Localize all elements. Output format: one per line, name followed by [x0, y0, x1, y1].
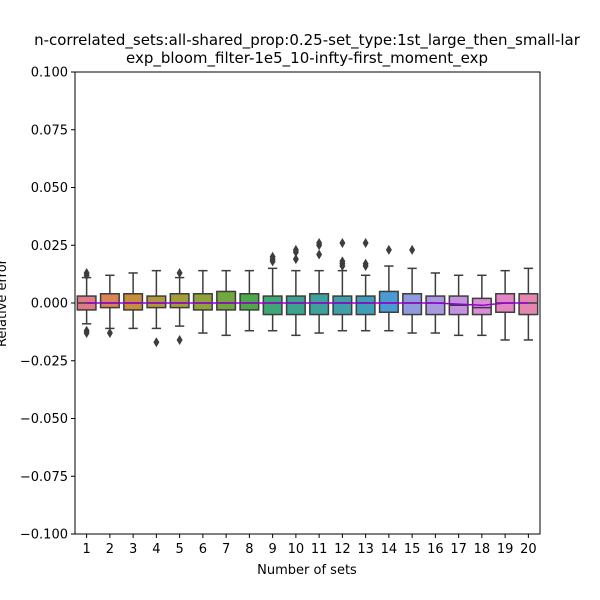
- box-group-14: [378, 244, 399, 332]
- box-iqr: [518, 293, 539, 316]
- box-iqr: [332, 295, 353, 316]
- x-tick-label: 5: [175, 542, 183, 557]
- box-iqr: [169, 293, 190, 309]
- y-tick-label: 0.100: [31, 66, 68, 81]
- box-group-9: [262, 251, 283, 332]
- outlier-point: [106, 328, 113, 339]
- y-tick-label: −0.100: [20, 528, 68, 543]
- y-tick-label: 0.075: [31, 123, 68, 138]
- plot-area: [76, 237, 539, 348]
- y-axis-label: Relative error: [0, 258, 10, 347]
- box-iqr: [425, 295, 446, 316]
- y-tick-label: −0.075: [20, 470, 68, 485]
- outlier-point: [362, 261, 369, 272]
- outlier-point: [292, 254, 299, 265]
- y-tick-label: 0.050: [31, 181, 68, 196]
- x-tick-label: 20: [520, 542, 537, 557]
- outlier-point: [176, 334, 183, 345]
- box-group-20: [518, 267, 539, 341]
- outlier-point: [153, 337, 160, 348]
- outlier-point: [362, 237, 369, 248]
- y-tick-label: −0.025: [20, 354, 68, 369]
- box-iqr: [99, 293, 120, 309]
- box-iqr: [285, 295, 306, 316]
- x-tick-label: 15: [404, 542, 421, 557]
- box-iqr: [378, 290, 399, 313]
- outlier-point: [176, 267, 183, 278]
- box-group-12: [332, 237, 353, 332]
- x-tick-label: 7: [222, 542, 230, 557]
- outlier-point: [316, 249, 323, 260]
- x-tick-label: 18: [474, 542, 491, 557]
- box-iqr: [355, 295, 376, 316]
- box-group-10: [285, 244, 306, 337]
- x-tick-label: 8: [245, 542, 253, 557]
- chart-title-line-1: n-correlated_sets:all-shared_prop:0.25-s…: [34, 31, 581, 50]
- y-tick-label: 0.025: [31, 239, 68, 254]
- box-group-1: [76, 267, 97, 339]
- outlier-point: [292, 247, 299, 258]
- outlier-point: [339, 237, 346, 248]
- box-iqr: [123, 293, 144, 311]
- x-tick-label: 11: [311, 542, 328, 557]
- box-iqr: [239, 293, 260, 311]
- x-tick-label: 2: [106, 542, 114, 557]
- box-iqr: [262, 295, 283, 316]
- box-group-11: [309, 237, 330, 334]
- outlier-point: [269, 256, 276, 267]
- x-tick-label: 14: [381, 542, 398, 557]
- box-iqr: [402, 293, 423, 316]
- x-tick-label: 17: [450, 542, 467, 557]
- x-axis-label: Number of sets: [257, 563, 357, 578]
- x-tick-label: 9: [268, 542, 276, 557]
- x-tick-label: 16: [427, 542, 444, 557]
- x-tick-label: 19: [497, 542, 514, 557]
- mean-line: [86, 302, 529, 307]
- box-group-18: [471, 274, 492, 337]
- outlier-point: [339, 261, 346, 272]
- outlier-point: [316, 240, 323, 251]
- outlier-point: [409, 244, 416, 255]
- box-iqr: [192, 293, 213, 311]
- x-tick-label: 6: [199, 542, 207, 557]
- x-tick-label: 13: [357, 542, 374, 557]
- box-group-8: [239, 269, 260, 332]
- outlier-point: [83, 328, 90, 339]
- box-iqr: [309, 293, 330, 316]
- y-tick-label: 0.000: [31, 297, 68, 312]
- outlier-point: [83, 270, 90, 281]
- box-iqr: [146, 295, 167, 309]
- x-tick-label: 4: [152, 542, 160, 557]
- outlier-point: [385, 244, 392, 255]
- box-group-5: [169, 267, 190, 345]
- box-iqr: [471, 297, 492, 316]
- y-tick-label: −0.050: [20, 412, 68, 427]
- chart-title-line-2: exp_bloom_filter-1e5_10-infty-first_mome…: [126, 49, 488, 68]
- x-tick-label: 1: [82, 542, 90, 557]
- x-tick-label: 3: [129, 542, 137, 557]
- x-tick-label: 10: [288, 542, 305, 557]
- box-group-6: [192, 269, 213, 334]
- x-tick-label: 12: [334, 542, 351, 557]
- box-iqr: [216, 290, 237, 311]
